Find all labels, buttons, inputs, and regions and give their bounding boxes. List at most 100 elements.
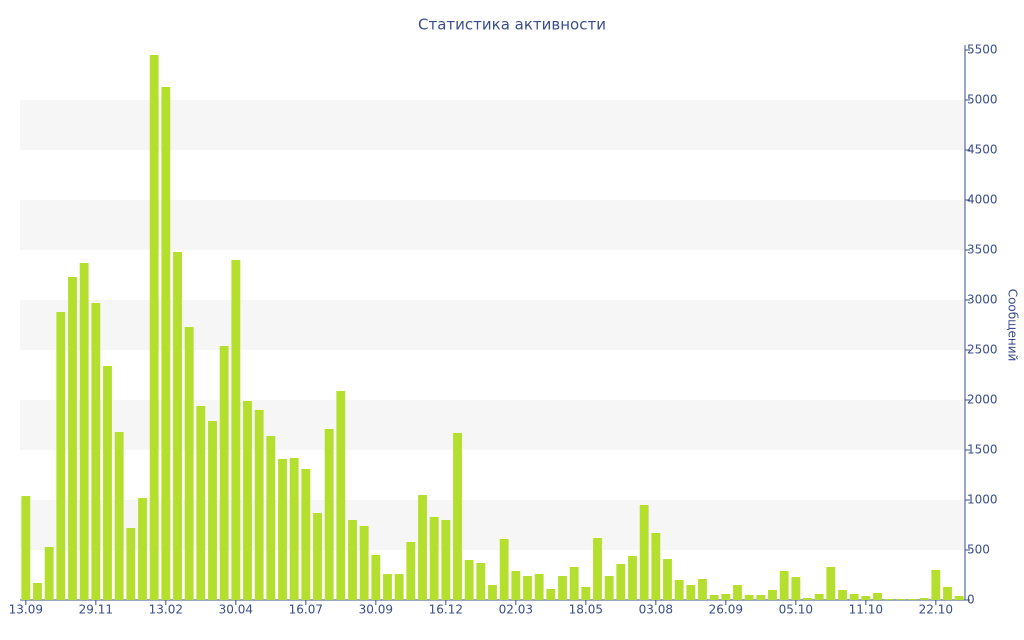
bar: [686, 585, 696, 600]
bar: [896, 599, 906, 600]
bar: [161, 87, 171, 600]
bar: [791, 577, 801, 600]
bar: [126, 528, 136, 600]
x-tick-label: 11.10: [849, 603, 883, 617]
y-tick-label: 3500: [967, 243, 998, 257]
bar: [779, 571, 789, 600]
x-tick-label: 30.09: [359, 603, 393, 617]
bar: [768, 590, 777, 600]
x-tick-label: 22.10: [919, 603, 953, 617]
bar: [278, 459, 287, 600]
bar: [674, 580, 684, 600]
bar: [56, 312, 66, 600]
y-tick-label: 4500: [967, 143, 998, 157]
bar: [744, 595, 754, 600]
bar: [231, 260, 241, 600]
bar: [733, 585, 742, 600]
bar: [173, 252, 182, 600]
bar: [208, 421, 217, 600]
bar: [581, 587, 591, 600]
chart-title: Статистика активности: [418, 16, 606, 34]
bar: [196, 406, 206, 600]
bar: [826, 567, 836, 600]
bar: [429, 517, 439, 600]
x-tick-label: 16.07: [289, 603, 323, 617]
bar: [838, 590, 847, 600]
bar: [336, 391, 346, 600]
bar: [534, 574, 544, 600]
bar: [289, 458, 299, 600]
y-tick-label: 5000: [967, 93, 998, 107]
bar: [954, 596, 964, 600]
y-tick-label: 2500: [967, 343, 998, 357]
bar: [453, 433, 462, 600]
grid-band: [20, 200, 965, 250]
bar: [698, 579, 707, 600]
bar: [814, 594, 824, 600]
bar: [33, 583, 42, 600]
bar: [616, 564, 626, 600]
bar: [394, 574, 404, 600]
grid-band: [20, 100, 965, 150]
x-tick-label: 13.02: [149, 603, 183, 617]
bar: [348, 520, 357, 600]
bar: [476, 563, 486, 600]
bar: [359, 526, 369, 600]
bar: [849, 594, 859, 600]
bar: [138, 498, 147, 600]
bar: [91, 303, 101, 600]
bar: [908, 599, 917, 600]
bar: [254, 410, 264, 600]
bar: [114, 432, 124, 600]
bar: [604, 576, 614, 600]
y-tick-label: 3000: [967, 293, 998, 307]
bar: [709, 595, 719, 600]
bar: [68, 277, 77, 600]
x-tick-label: 03.08: [639, 603, 673, 617]
x-tick-label: 13.09: [9, 603, 43, 617]
bar: [313, 513, 322, 600]
bar: [721, 594, 731, 600]
bar: [651, 533, 661, 600]
bar: [464, 560, 474, 600]
bar: [301, 469, 311, 600]
bar: [663, 559, 672, 600]
y-tick-label: 500: [967, 543, 990, 557]
y-tick-label: 0: [967, 593, 975, 607]
bar: [884, 599, 894, 600]
y-tick-label: 2000: [967, 393, 998, 407]
bar: [44, 547, 54, 600]
x-tick-label: 26.09: [709, 603, 743, 617]
bar: [103, 366, 112, 600]
bar: [803, 598, 812, 600]
bar: [499, 539, 509, 600]
x-tick-label: 30.04: [219, 603, 253, 617]
bar: [523, 576, 532, 600]
bar: [184, 327, 194, 600]
y-tick-label: 1000: [967, 493, 998, 507]
bar: [511, 571, 521, 600]
bar: [593, 538, 602, 600]
bar: [943, 587, 952, 600]
bar: [569, 567, 579, 600]
bar: [919, 598, 929, 600]
y-tick-label: 1500: [967, 443, 998, 457]
bar: [639, 505, 649, 600]
bar: [488, 585, 497, 600]
bar: [441, 520, 451, 600]
y-axis-label: Сообщений: [1006, 289, 1020, 362]
bar: [628, 556, 637, 600]
bar: [756, 595, 766, 600]
bar: [266, 436, 276, 600]
x-tick-label: 29.11: [79, 603, 113, 617]
bar: [219, 346, 229, 600]
bar: [406, 542, 416, 600]
x-tick-label: 18.05: [569, 603, 603, 617]
x-tick-label: 05.10: [779, 603, 813, 617]
bar: [79, 263, 89, 600]
y-tick-label: 4000: [967, 193, 998, 207]
bar: [324, 429, 334, 600]
x-tick-label: 02.03: [499, 603, 533, 617]
bar: [861, 596, 871, 600]
